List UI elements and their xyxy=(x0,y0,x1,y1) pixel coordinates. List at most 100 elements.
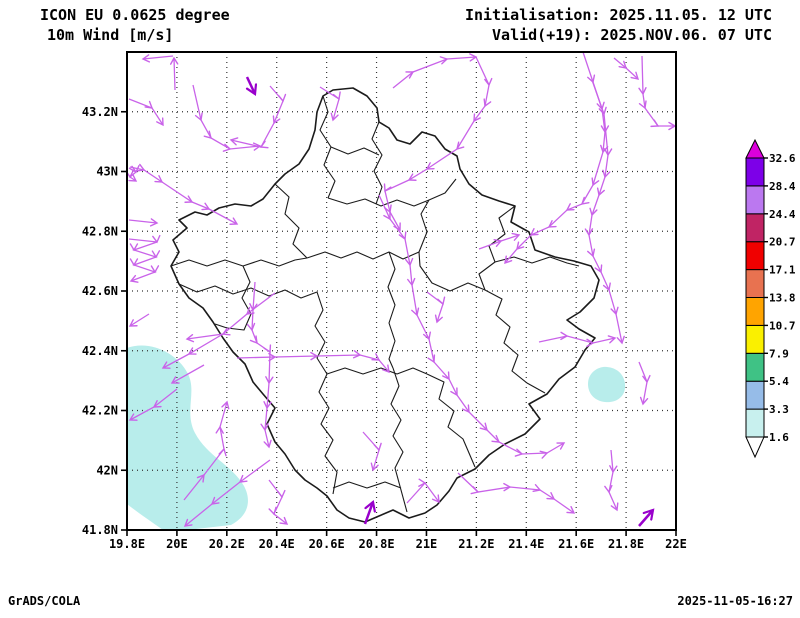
wind-arrow-14 xyxy=(129,163,239,225)
district-boundary-15 xyxy=(390,367,408,513)
y-axis-label: 42.2N xyxy=(82,404,118,418)
x-axis-label: 21.2E xyxy=(458,537,494,551)
wind-arrow-30 xyxy=(406,478,440,504)
district-boundary-19 xyxy=(330,146,380,156)
wind-arrow-24 xyxy=(183,400,230,501)
y-axis-label: 42.6N xyxy=(82,284,118,298)
colorbar-level-label: 17.1 xyxy=(769,264,796,277)
wind-arrow-31 xyxy=(362,431,382,472)
wind-shade-region-0 xyxy=(127,345,248,530)
grads-credit: GrADS/COLA xyxy=(8,594,81,608)
wind-arrow-35 xyxy=(127,164,140,182)
district-boundary-5 xyxy=(478,205,516,291)
x-axis-label: 20E xyxy=(166,537,188,551)
colorbar-band-6 xyxy=(745,241,765,271)
y-axis-label: 42.4N xyxy=(82,344,118,358)
wind-arrow-28 xyxy=(468,411,566,459)
x-axis-label: 21.4E xyxy=(508,537,544,551)
y-axis-label: 42.8N xyxy=(82,224,118,238)
y-axis-label: 41.8N xyxy=(82,523,118,537)
x-axis-label: 20.8E xyxy=(358,537,394,551)
colorbar-level-label: 5.4 xyxy=(769,375,789,388)
x-axis-label: 21.8E xyxy=(608,537,644,551)
wind-arrow-11 xyxy=(584,79,625,345)
district-boundary-17 xyxy=(214,265,252,331)
colorbar-level-label: 10.7 xyxy=(769,319,796,332)
colorbar-under-arrow xyxy=(745,436,765,459)
district-boundary-8 xyxy=(178,283,318,299)
colorbar-level-label: 1.6 xyxy=(769,431,789,444)
colorbar-band-1 xyxy=(745,380,765,410)
wind-arrow-6 xyxy=(392,53,478,89)
wind-arrow-13 xyxy=(128,234,161,283)
wind-arrow-0 xyxy=(141,54,174,63)
wind-arrow-34 xyxy=(638,361,651,406)
x-axis-label: 22E xyxy=(665,537,687,551)
wind-arrow-33 xyxy=(478,232,521,250)
district-boundary-20 xyxy=(418,199,430,253)
wind-arrow-4 xyxy=(319,86,341,122)
colorbar-level-label: 13.8 xyxy=(769,292,796,305)
wind-arrow-32 xyxy=(426,291,446,324)
x-axis-label: 21.6E xyxy=(558,537,594,551)
wind-arrow-12 xyxy=(128,218,159,227)
colorbar-level-label: 20.7 xyxy=(769,236,796,249)
district-boundary-1 xyxy=(327,178,457,207)
wind-arrow-16 xyxy=(236,350,390,374)
wind-arrow-10 xyxy=(613,57,640,80)
wind-arrow-26 xyxy=(457,472,576,514)
colorbar-band-8 xyxy=(745,185,765,215)
colorbar-level-label: 24.4 xyxy=(769,208,796,221)
wind-arrow-25 xyxy=(268,479,289,525)
wind-arrow-38 xyxy=(638,510,653,527)
field-title: 10m Wind [m/s] xyxy=(47,26,174,44)
wind-arrow-36 xyxy=(247,76,255,94)
valid-time-label: Valid(+19): 2025.NOV.06. 07 UTC xyxy=(492,26,772,44)
district-boundary-3 xyxy=(274,183,308,259)
wind-arrow-7 xyxy=(383,56,493,232)
colorbar-level-label: 7.9 xyxy=(769,347,789,360)
colorbar-level-label: 28.4 xyxy=(769,180,796,193)
x-axis-label: 20.4E xyxy=(259,537,295,551)
district-boundary-13 xyxy=(484,289,546,394)
model-title: ICON EU 0.0625 degree xyxy=(40,6,230,24)
wind-arrow-3 xyxy=(229,85,287,149)
wind-arrow-23 xyxy=(170,364,205,384)
wind-arrow-22 xyxy=(128,388,178,421)
y-axis-label: 43N xyxy=(96,165,118,179)
wind-arrow-21 xyxy=(183,459,271,527)
wind-arrow-15 xyxy=(128,313,150,327)
district-boundary-14 xyxy=(318,373,338,495)
district-boundary-10 xyxy=(326,367,428,375)
colorbar-band-3 xyxy=(745,324,765,354)
district-boundary-11 xyxy=(387,251,396,369)
colorbar: 1.6 3.3 5.4 7.9 10.7 13.8 17.1 20.7 24.4 28.4 32.6 xyxy=(745,138,796,459)
x-axis-label: 21E xyxy=(416,537,438,551)
wind-arrow-5 xyxy=(128,98,164,127)
plot-content xyxy=(127,52,676,530)
x-axis-label: 20.6E xyxy=(309,537,345,551)
wind-arrow-18 xyxy=(378,194,470,414)
district-boundary-4 xyxy=(306,251,420,260)
country-outline xyxy=(170,87,600,523)
colorbar-over-arrow xyxy=(745,138,765,159)
creation-timestamp: 2025-11-05-16:27 xyxy=(677,594,793,608)
init-time-label: Initialisation: 2025.11.05. 12 UTC xyxy=(464,6,772,24)
colorbar-band-4 xyxy=(745,297,765,326)
x-axis-label: 19.8E xyxy=(109,537,145,551)
district-boundary-18 xyxy=(494,256,580,267)
district-boundary-7 xyxy=(170,257,308,267)
colorbar-band-2 xyxy=(745,352,765,382)
x-axis-label: 20.2E xyxy=(209,537,245,551)
district-boundary-16 xyxy=(332,481,402,489)
wind-arrow-9 xyxy=(638,55,676,131)
district-boundary-12 xyxy=(426,373,476,468)
colorbar-band-0 xyxy=(745,408,765,438)
plot-area: 19.8E 20E 20.2E 20.4E 20.6E 20.8E 21E 21.2E 21.4… xyxy=(82,51,687,551)
y-axis-label: 43.2N xyxy=(82,105,118,119)
wind-shade-region-1 xyxy=(588,366,626,403)
wind-arrow-37 xyxy=(363,502,373,525)
district-boundary-9 xyxy=(314,291,328,375)
